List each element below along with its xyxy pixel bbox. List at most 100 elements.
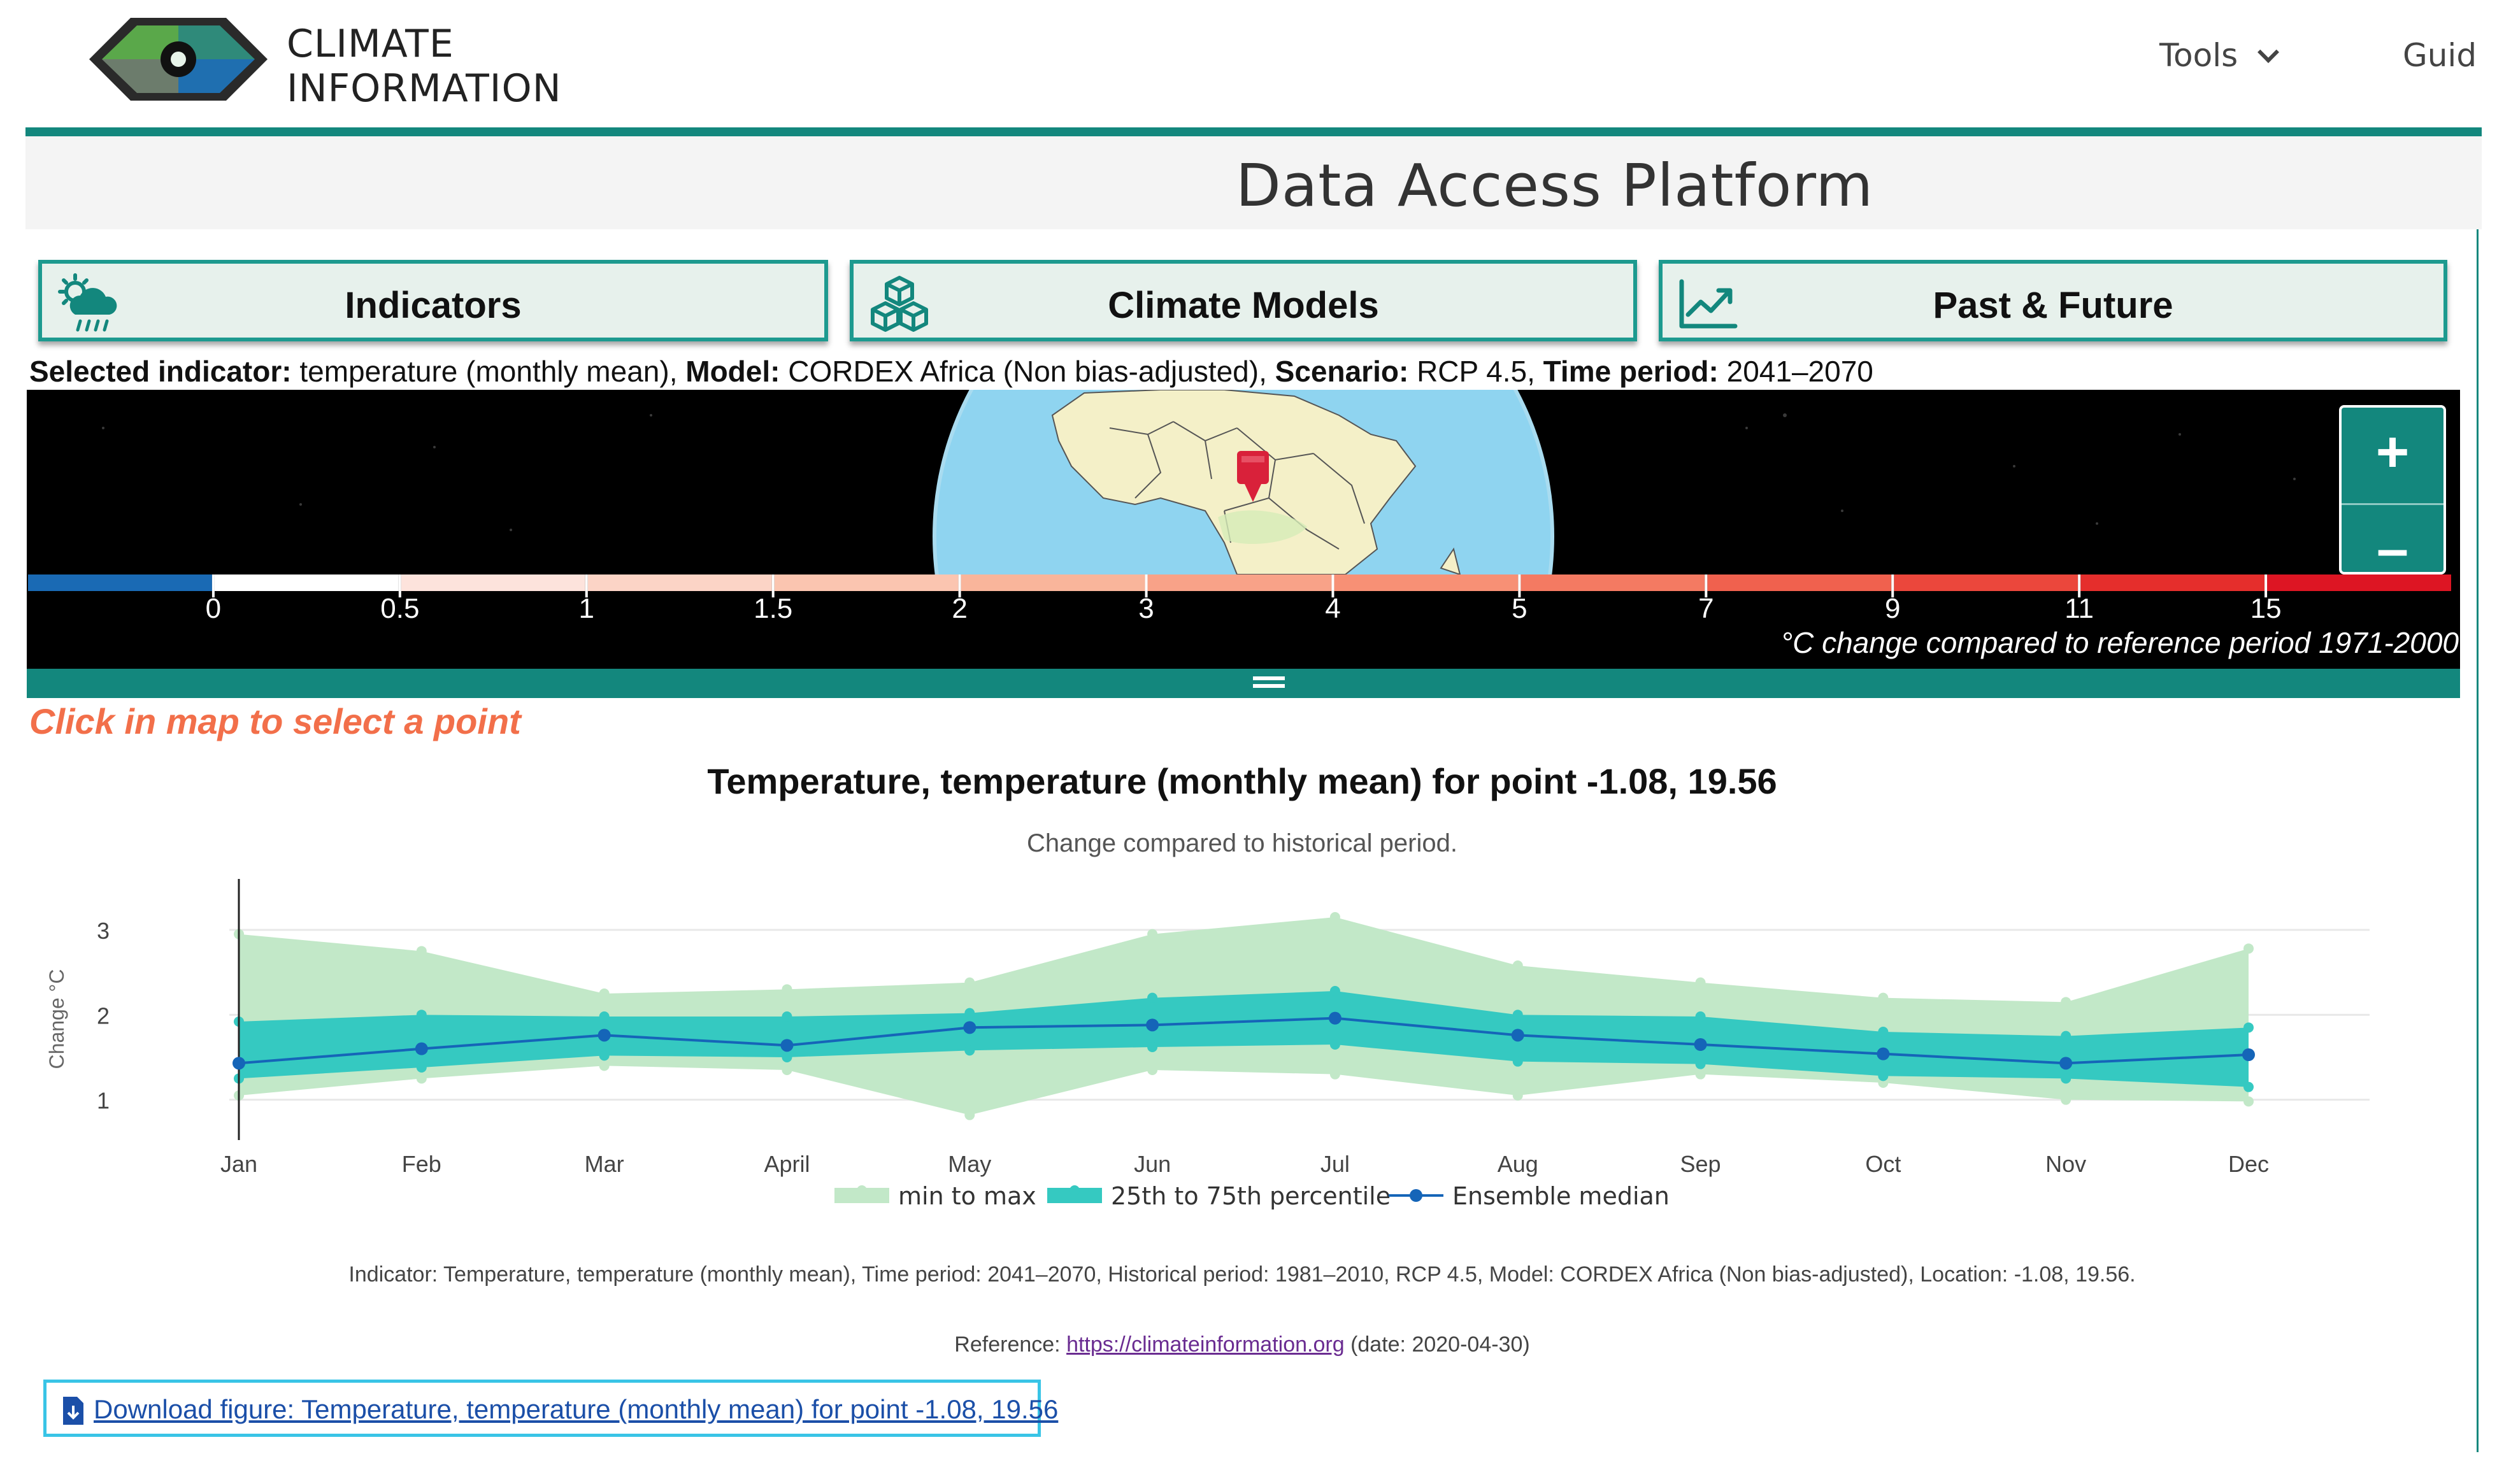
reference-line: Reference: https://climateinformation.or…	[0, 1332, 2484, 1357]
legend-swatch	[1707, 574, 1892, 591]
band-point	[2243, 943, 2254, 954]
legend-swatch	[1894, 574, 2078, 591]
legend-swatch	[587, 574, 772, 591]
x-tick-label: May	[948, 1151, 991, 1177]
band-point	[1147, 929, 1158, 939]
band-point	[1512, 1090, 1523, 1101]
scenario-value: RCP 4.5,	[1417, 355, 1535, 388]
color-legend: 0 0.5 1 1.5 2 3 4 5 7 9 11 15	[28, 574, 2451, 624]
legend-label: min to max	[898, 1182, 1036, 1210]
nav-guide-link[interactable]: Guid	[2403, 37, 2477, 74]
reference-label: Reference:	[954, 1332, 1061, 1357]
legend-swatch	[774, 574, 959, 591]
legend-tick-label: 0.5	[380, 593, 419, 624]
zoom-in-button[interactable]: +	[2342, 408, 2443, 505]
band-point	[1695, 1069, 1706, 1080]
file-download-icon	[63, 1397, 83, 1425]
download-figure-label: Download figure: Temperature, temperatur…	[94, 1394, 1059, 1424]
band-25th-to-75th-percentile	[239, 991, 2249, 1087]
tab-indicators-label: Indicators	[345, 285, 522, 326]
y-axis-label: Change °C	[45, 969, 68, 1069]
legend-tick-label: 4	[1325, 593, 1340, 624]
legend-tick-label: 1.5	[754, 593, 792, 624]
band-point	[1512, 960, 1523, 971]
map-view[interactable]: 0 0.5 1 1.5 2 3 4 5 7 9 11 15	[27, 390, 2460, 669]
legend-swatch	[401, 574, 585, 591]
band-point	[1147, 992, 1158, 1003]
legend-marker	[857, 1185, 867, 1195]
tab-past-future[interactable]: Past & Future	[1659, 260, 2447, 341]
band-point	[782, 984, 792, 995]
band-point	[782, 1011, 792, 1022]
median-point	[963, 1021, 977, 1034]
x-tick-label: Oct	[1865, 1151, 1901, 1177]
legend-swatch	[2080, 574, 2265, 591]
x-tick-label: Nov	[2045, 1151, 2086, 1177]
page-title: Data Access Platform	[1236, 152, 1874, 220]
legend-label: Ensemble median	[1452, 1182, 1670, 1210]
band-point	[2243, 1022, 2254, 1033]
period-label: Time period:	[1543, 355, 1719, 388]
band-point	[1329, 1069, 1340, 1080]
legend-tick	[1891, 574, 1894, 597]
tab-past-future-label: Past & Future	[1933, 285, 2173, 326]
band-point	[599, 1050, 610, 1061]
location-marker-icon	[1237, 451, 1269, 502]
legend-tick-label: 11	[2064, 593, 2094, 624]
reference-link[interactable]: https://climateinformation.org	[1066, 1332, 1345, 1357]
legend-tick-label: 1	[579, 593, 594, 624]
median-point	[2059, 1057, 2073, 1070]
median-point	[415, 1042, 428, 1055]
nav-tools-menu[interactable]: Tools	[2159, 37, 2280, 74]
logo-line-2: INFORMATION	[287, 66, 562, 111]
legend-swatch	[961, 574, 1145, 591]
indicator-value: temperature (monthly mean),	[299, 355, 678, 388]
download-figure-button[interactable]: Download figure: Temperature, temperatur…	[43, 1380, 1058, 1437]
legend-label: 25th to 75th percentile	[1111, 1182, 1391, 1210]
map-canvas[interactable]: 0 0.5 1 1.5 2 3 4 5 7 9 11 15	[27, 390, 2460, 669]
band-point	[1695, 1011, 1706, 1022]
logo-line-1: CLIMATE	[287, 22, 454, 66]
band-point	[2061, 1094, 2071, 1105]
legend-tick-label: 15	[2250, 593, 2282, 624]
cubes-icon	[871, 276, 928, 332]
figure-info: Indicator: Temperature, temperature (mon…	[348, 1262, 2136, 1287]
legend-marker	[1410, 1189, 1422, 1202]
tab-indicators[interactable]: Indicators	[38, 260, 828, 341]
median-point	[1328, 1011, 1342, 1025]
scenario-label: Scenario:	[1275, 355, 1409, 388]
band-point	[1878, 1071, 1889, 1081]
band-point	[1695, 1059, 1706, 1069]
x-tick-label: Dec	[2228, 1151, 2269, 1177]
band-point	[2061, 1073, 2071, 1084]
legend-tick	[585, 574, 588, 597]
band-point	[416, 946, 427, 957]
x-tick-label: April	[764, 1151, 810, 1177]
zoom-controls: + –	[2339, 405, 2446, 574]
zoom-out-button[interactable]: –	[2376, 517, 2409, 574]
median-point	[1877, 1047, 1890, 1060]
x-tick-label: Jun	[1134, 1151, 1171, 1177]
band-point	[1329, 986, 1340, 996]
y-tick-label: 3	[97, 918, 110, 944]
temperature-chart[interactable]: 1 2 3 Change °C Jan Feb Mar April May Jun Jul Aug Se…	[0, 879, 2484, 1236]
median-point	[2242, 1048, 2255, 1061]
period-value: 2041–2070	[1726, 355, 1873, 388]
title-bar	[25, 136, 2482, 229]
model-label: Model:	[685, 355, 780, 388]
band-point	[416, 1073, 427, 1084]
map-resize-handle[interactable]	[27, 669, 2460, 698]
band-point	[1878, 992, 1889, 1003]
grip-icon	[1253, 676, 1285, 680]
band-point	[1878, 1027, 1889, 1037]
band-point	[964, 1109, 975, 1120]
band-point	[416, 1062, 427, 1073]
median-line	[238, 1017, 2249, 1065]
tab-climate-models[interactable]: Climate Models	[850, 260, 1637, 341]
band-point	[782, 1052, 792, 1062]
selection-summary: Selected indicator: temperature (monthly…	[29, 354, 1873, 389]
chart-title: Temperature, temperature (monthly mean) …	[707, 761, 1777, 801]
band-point	[1512, 1056, 1523, 1067]
reference-date: (date: 2020-04-30)	[1350, 1332, 1530, 1357]
band-point	[2061, 997, 2071, 1008]
